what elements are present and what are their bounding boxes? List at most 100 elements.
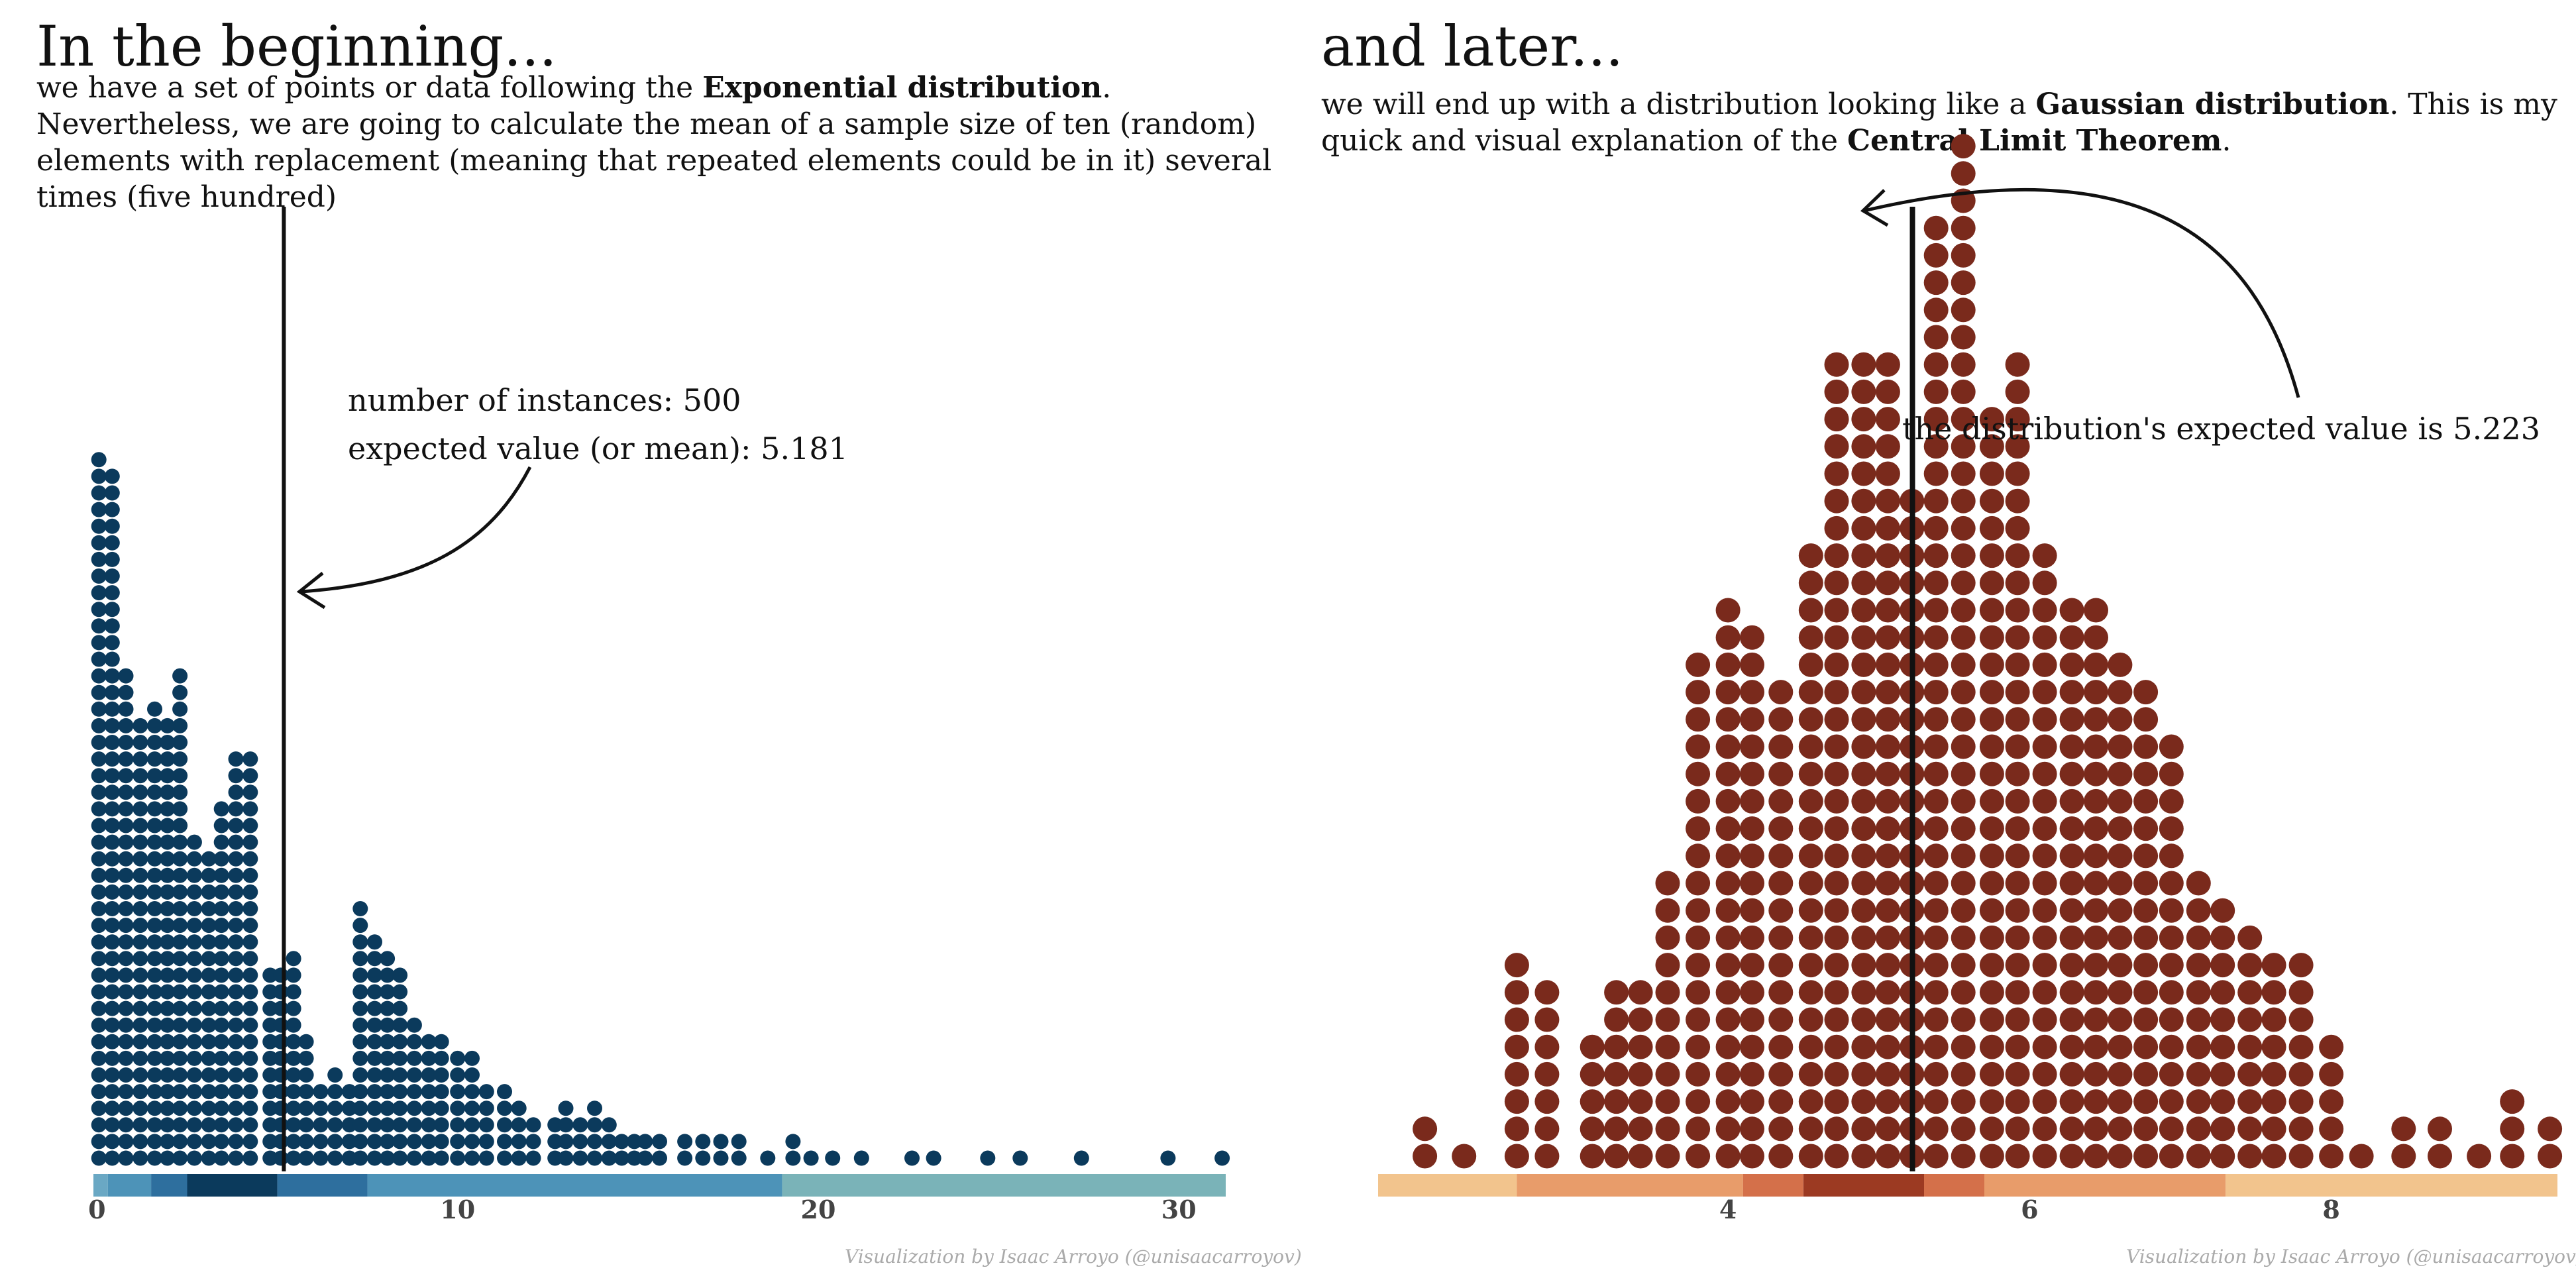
- data-point: [1824, 515, 1849, 541]
- data-point: [1798, 543, 1823, 568]
- data-point: [1715, 953, 1741, 978]
- data-point: [172, 784, 188, 800]
- data-point: [104, 1000, 120, 1016]
- data-point: [1798, 1061, 1823, 1087]
- data-point: [228, 1134, 244, 1150]
- data-point: [1715, 788, 1741, 814]
- data-point: [2059, 788, 2084, 814]
- data-point: [2210, 1007, 2235, 1032]
- data-point: [1875, 625, 1900, 650]
- data-point: [147, 1017, 162, 1033]
- data-point: [2005, 488, 2030, 513]
- data-point: [1824, 1116, 1849, 1142]
- data-point: [2084, 871, 2108, 896]
- data-point: [380, 1150, 396, 1166]
- data-point: [228, 1034, 244, 1049]
- data-point: [201, 1084, 217, 1100]
- data-point: [433, 1067, 449, 1083]
- data-point: [1655, 980, 1680, 1005]
- data-point: [1979, 734, 2004, 759]
- data-point: [91, 951, 107, 967]
- data-point: [160, 1034, 176, 1049]
- data-point: [433, 1134, 449, 1150]
- data-point: [298, 1084, 314, 1100]
- data-point: [392, 1134, 408, 1150]
- data-point: [133, 1134, 148, 1150]
- data-point: [1768, 925, 1794, 950]
- data-point: [242, 1017, 258, 1033]
- data-point: [1715, 1007, 1741, 1032]
- data-point: [186, 984, 202, 1000]
- data-point: [367, 1084, 382, 1100]
- data-point: [478, 1084, 494, 1100]
- data-point: [186, 1000, 202, 1016]
- data-point: [2159, 871, 2184, 896]
- data-point: [201, 1117, 217, 1133]
- data-point: [1686, 980, 1711, 1005]
- data-point: [1951, 788, 1976, 814]
- data-point: [2084, 652, 2108, 677]
- data-point: [2059, 625, 2084, 650]
- data-point: [104, 651, 120, 667]
- data-point: [450, 1117, 466, 1133]
- data-point: [1951, 134, 1976, 159]
- data-point: [572, 1150, 588, 1166]
- data-point: [2032, 1007, 2057, 1032]
- data-point: [2005, 379, 2030, 404]
- data-point: [1875, 925, 1900, 950]
- data-point: [186, 867, 202, 883]
- data-point: [1951, 734, 1976, 759]
- data-point: [421, 1134, 437, 1150]
- data-point: [2005, 543, 2030, 568]
- data-point: [104, 884, 120, 900]
- data-point: [2084, 1007, 2108, 1032]
- data-point: [1160, 1150, 1176, 1166]
- data-point: [406, 1017, 422, 1033]
- data-point: [2159, 1116, 2184, 1142]
- data-point: [242, 967, 258, 983]
- data-point: [1875, 543, 1900, 568]
- data-point: [228, 1000, 244, 1016]
- data-point: [2500, 1089, 2525, 1114]
- data-point: [2133, 871, 2159, 896]
- data-point: [1979, 898, 2004, 923]
- data-point: [160, 901, 176, 916]
- data-point: [1923, 461, 1949, 486]
- data-point: [1534, 1007, 1560, 1032]
- data-point: [1923, 297, 1949, 323]
- data-point: [2210, 925, 2235, 950]
- data-point: [392, 1150, 408, 1166]
- data-point: [1951, 352, 1976, 377]
- data-point: [2108, 871, 2133, 896]
- data-point: [186, 1084, 202, 1100]
- data-point: [2059, 898, 2084, 923]
- data-point: [2005, 625, 2030, 650]
- data-point: [228, 1017, 244, 1033]
- data-point: [1655, 1007, 1680, 1032]
- data-point: [1580, 1089, 1605, 1114]
- data-point: [1923, 1089, 1949, 1114]
- data-point: [1923, 1116, 1949, 1142]
- data-point: [1875, 680, 1900, 705]
- data-point: [1923, 488, 1949, 513]
- data-point: [352, 1100, 368, 1116]
- data-point: [172, 918, 188, 934]
- data-point: [273, 1067, 289, 1083]
- data-point: [228, 768, 244, 784]
- data-point: [104, 801, 120, 817]
- data-point: [1824, 980, 1849, 1005]
- data-point: [228, 801, 244, 817]
- data-point: [1851, 379, 1876, 404]
- right-credit: Visualization by Isaac Arroyo (@unisaaca…: [2126, 1246, 2576, 1267]
- data-point: [380, 1100, 396, 1116]
- data-point: [147, 784, 162, 800]
- data-point: [1798, 871, 1823, 896]
- data-point: [1715, 843, 1741, 869]
- data-point: [1686, 1144, 1711, 1169]
- left-annotation-mean: expected value (or mean): 5.181: [348, 431, 848, 466]
- data-point: [147, 901, 162, 916]
- data-point: [1580, 1116, 1605, 1142]
- data-point: [186, 1117, 202, 1133]
- data-point: [1979, 625, 2004, 650]
- data-point: [2133, 816, 2159, 841]
